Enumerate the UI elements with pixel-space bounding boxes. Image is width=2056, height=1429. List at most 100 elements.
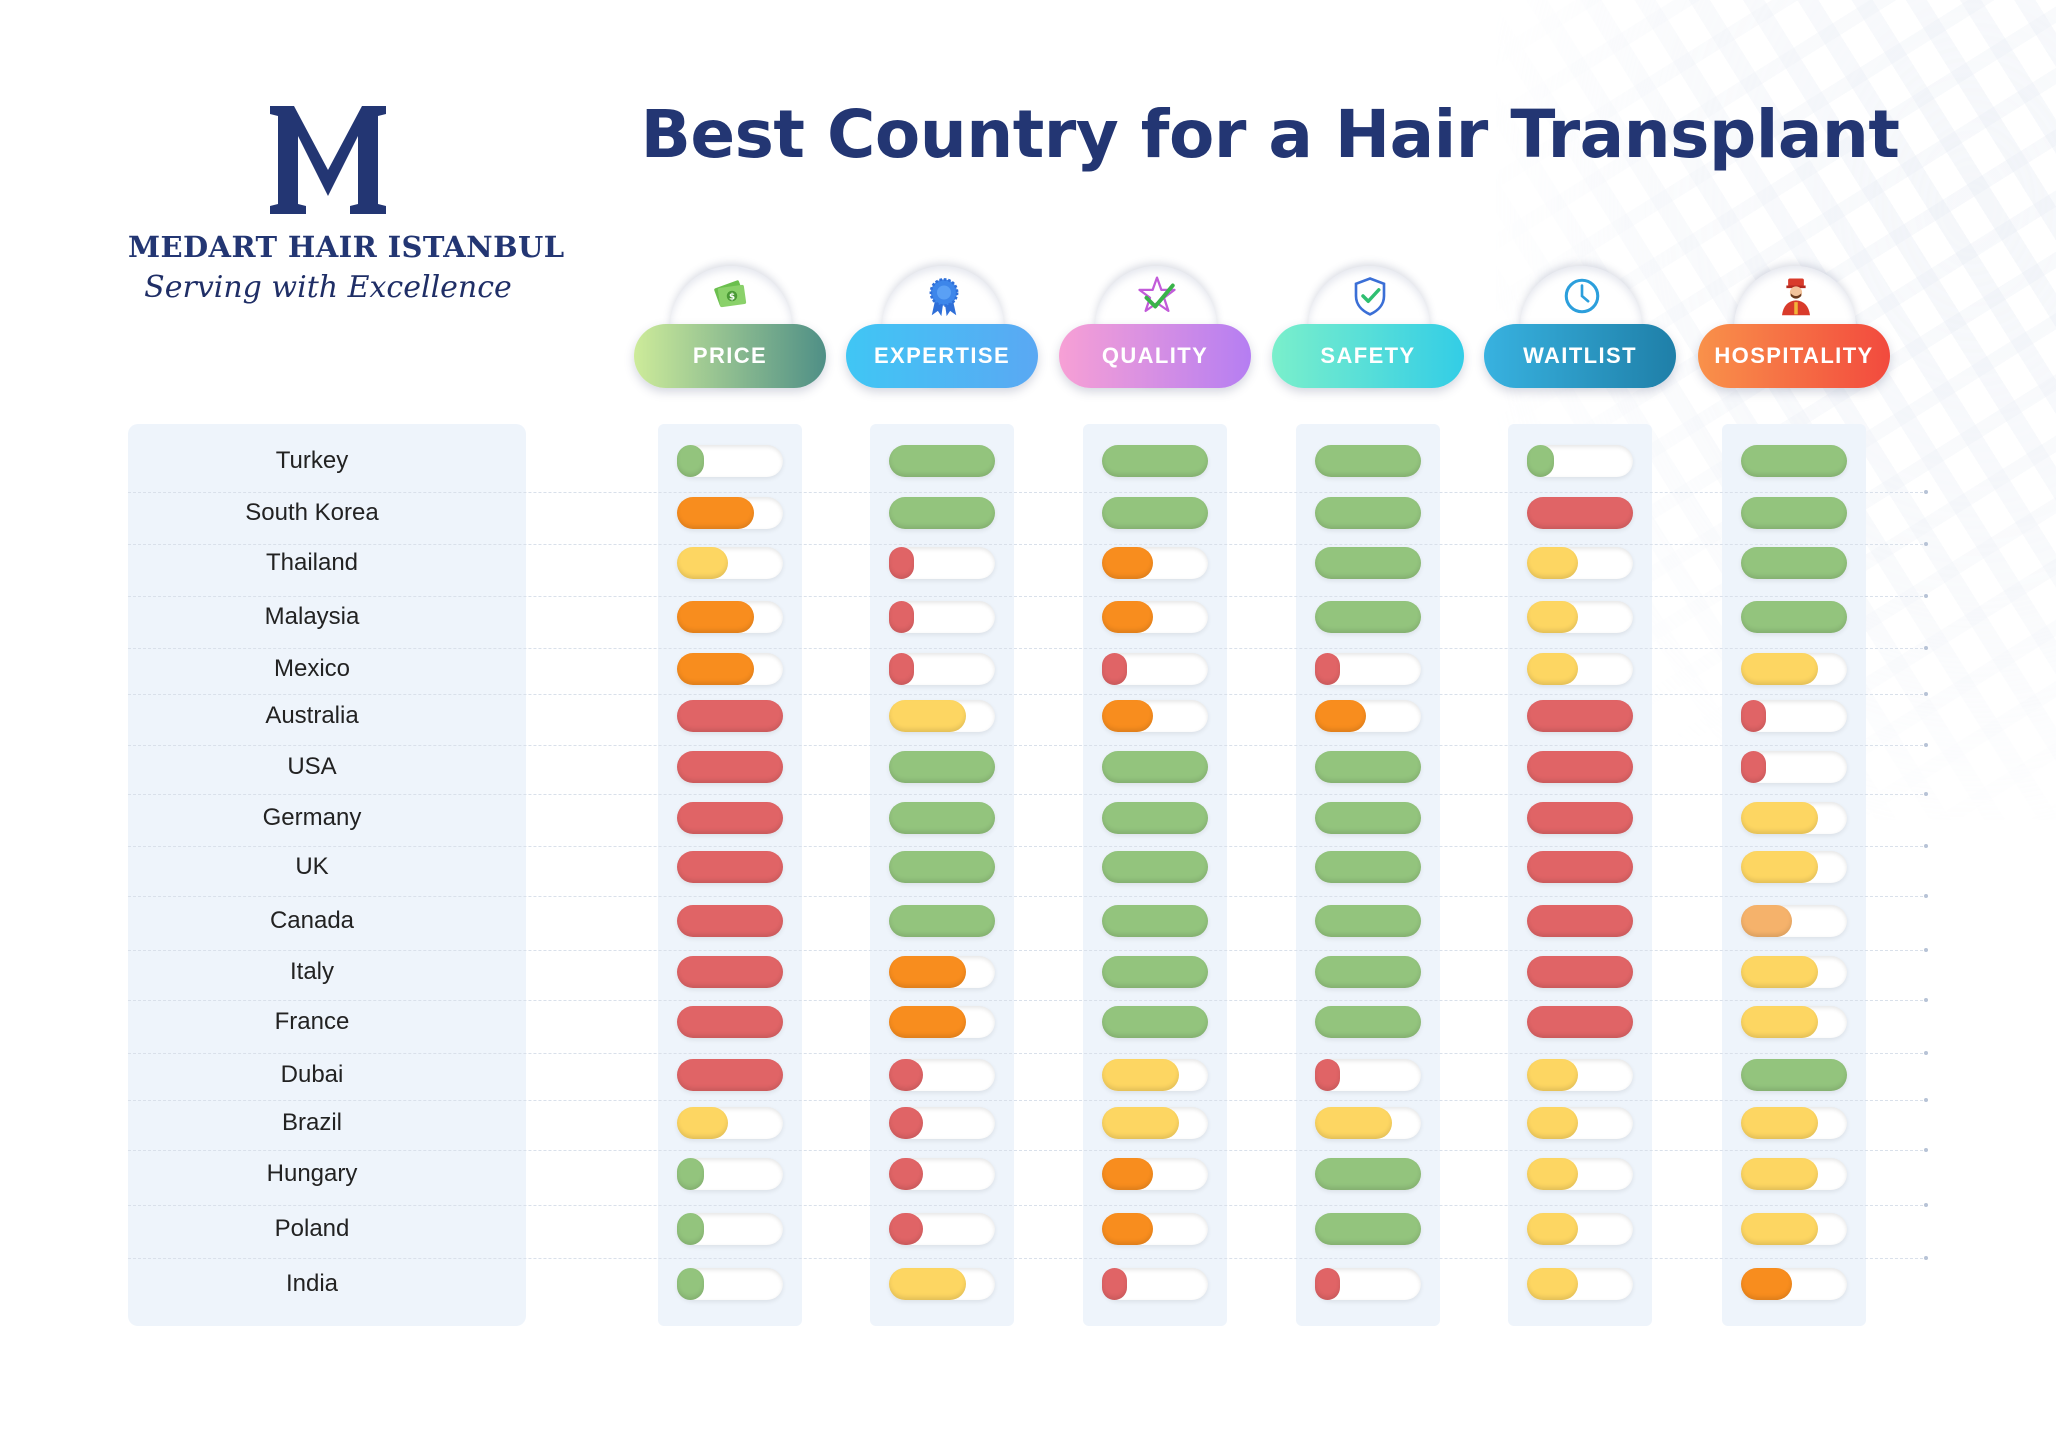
rating-fill <box>677 1006 783 1038</box>
country-label-italy: Italy <box>289 958 334 985</box>
rating-fill <box>889 1107 923 1139</box>
row-divider <box>128 896 1928 897</box>
rating-bar-uk-hospitality <box>1741 851 1847 883</box>
rating-bar-germany-waitlist <box>1527 802 1633 834</box>
rating-bar-malaysia-price <box>677 601 783 633</box>
rating-fill <box>889 905 995 937</box>
rating-bar-australia-hospitality <box>1741 700 1847 732</box>
country-label-malaysia: Malaysia <box>264 603 360 630</box>
rating-bar-mexico-hospitality <box>1741 653 1847 685</box>
rating-bar-thailand-safety <box>1315 547 1421 579</box>
row-divider <box>128 794 1928 795</box>
row-divider <box>128 1053 1928 1054</box>
rating-bar-usa-hospitality <box>1741 751 1847 783</box>
rating-fill <box>1315 445 1421 477</box>
category-label-quality: QUALITY <box>1059 324 1251 388</box>
rating-bar-poland-hospitality <box>1741 1213 1847 1245</box>
rating-fill <box>1527 445 1554 477</box>
rating-bar-poland-waitlist <box>1527 1213 1633 1245</box>
rating-fill <box>889 1006 966 1038</box>
rating-fill <box>677 851 783 883</box>
rating-bar-germany-hospitality <box>1741 802 1847 834</box>
money-icon <box>713 279 747 308</box>
rating-fill <box>1741 700 1766 732</box>
rating-fill <box>889 956 966 988</box>
rating-fill <box>1527 601 1578 633</box>
row-divider-dot <box>1924 998 1928 1002</box>
rating-bar-turkey-quality <box>1102 445 1208 477</box>
row-divider <box>128 846 1928 847</box>
rating-bar-hungary-quality <box>1102 1158 1208 1190</box>
row-divider-dot <box>1924 646 1928 650</box>
rating-fill <box>1527 956 1633 988</box>
category-header-expertise: EXPERTISE <box>846 260 1042 394</box>
rating-bar-turkey-safety <box>1315 445 1421 477</box>
rating-bar-south-korea-waitlist <box>1527 497 1633 529</box>
rating-fill <box>1102 1107 1179 1139</box>
rating-fill <box>677 802 783 834</box>
rating-bar-canada-hospitality <box>1741 905 1847 937</box>
rating-bar-usa-waitlist <box>1527 751 1633 783</box>
rating-fill <box>889 751 995 783</box>
rating-bar-turkey-waitlist <box>1527 445 1633 477</box>
rating-bar-uk-waitlist <box>1527 851 1633 883</box>
row-divider <box>128 694 1928 695</box>
rating-fill <box>1741 653 1818 685</box>
rating-bar-australia-waitlist <box>1527 700 1633 732</box>
rating-fill <box>1315 802 1421 834</box>
rating-bar-india-hospitality <box>1741 1268 1847 1300</box>
rating-fill <box>1102 700 1153 732</box>
brand-tagline: Serving with Excellence <box>144 270 512 305</box>
rating-bar-canada-safety <box>1315 905 1421 937</box>
rating-bar-france-safety <box>1315 1006 1421 1038</box>
rating-fill <box>1315 497 1421 529</box>
row-divider <box>128 648 1928 649</box>
country-label-brazil: Brazil <box>281 1109 342 1136</box>
row-divider <box>128 1100 1928 1101</box>
country-label-turkey: Turkey <box>275 447 349 474</box>
rating-bar-dubai-hospitality <box>1741 1059 1847 1091</box>
rating-bar-canada-expertise <box>889 905 995 937</box>
country-label-mexico: Mexico <box>273 655 351 682</box>
rating-fill <box>677 1059 783 1091</box>
row-divider-dot <box>1924 792 1928 796</box>
country-label-south-korea: South Korea <box>245 499 379 526</box>
rating-fill <box>1102 653 1127 685</box>
row-divider-dot <box>1924 844 1928 848</box>
rating-bar-south-korea-expertise <box>889 497 995 529</box>
country-label-germany: Germany <box>262 804 362 831</box>
rating-fill <box>677 653 754 685</box>
country-label-uk: UK <box>295 853 329 880</box>
rating-fill <box>1102 497 1208 529</box>
rating-fill <box>889 851 995 883</box>
rating-fill <box>889 1268 966 1300</box>
rating-fill <box>677 547 728 579</box>
rating-fill <box>1315 1158 1421 1190</box>
country-label-india: India <box>285 1270 339 1297</box>
rating-bar-dubai-expertise <box>889 1059 995 1091</box>
rating-fill <box>889 700 966 732</box>
brand-name: MEDART HAIR ISTANBUL <box>128 230 565 264</box>
rating-bar-turkey-price <box>677 445 783 477</box>
category-label-expertise: EXPERTISE <box>846 324 1038 388</box>
rating-fill <box>1102 1213 1153 1245</box>
rating-fill <box>1741 497 1847 529</box>
rating-bar-malaysia-expertise <box>889 601 995 633</box>
rating-fill <box>889 547 914 579</box>
category-label-hospitality: HOSPITALITY <box>1698 324 1890 388</box>
rating-bar-mexico-price <box>677 653 783 685</box>
country-label-france: France <box>274 1008 350 1035</box>
rating-fill <box>889 601 914 633</box>
rating-bar-italy-price <box>677 956 783 988</box>
rating-bar-brazil-hospitality <box>1741 1107 1847 1139</box>
rating-fill <box>889 1158 923 1190</box>
rating-fill <box>1315 851 1421 883</box>
rating-bar-thailand-expertise <box>889 547 995 579</box>
row-divider-dot <box>1924 542 1928 546</box>
rating-bar-uk-quality <box>1102 851 1208 883</box>
rating-bar-australia-expertise <box>889 700 995 732</box>
rating-fill <box>1527 905 1633 937</box>
rating-bar-brazil-waitlist <box>1527 1107 1633 1139</box>
rating-bar-france-quality <box>1102 1006 1208 1038</box>
rating-fill <box>1527 653 1578 685</box>
